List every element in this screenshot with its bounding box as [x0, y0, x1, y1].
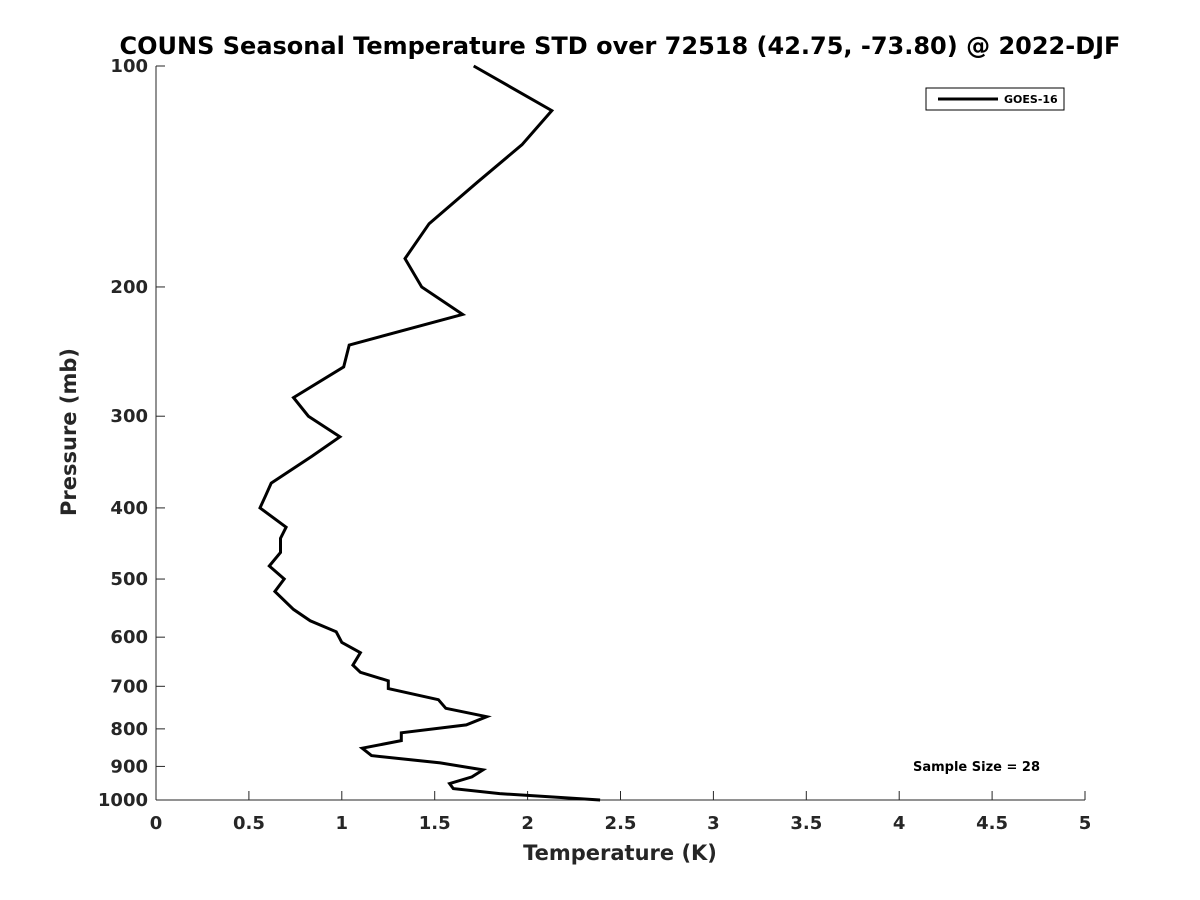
x-tick-label: 5	[1079, 813, 1092, 834]
x-tick-label: 4	[893, 813, 906, 834]
y-tick-label: 200	[110, 277, 148, 298]
legend-entry-label: GOES-16	[1004, 93, 1058, 106]
chart-title: COUNS Seasonal Temperature STD over 7251…	[120, 32, 1121, 60]
series-layer	[258, 64, 601, 802]
y-tick-label: 800	[110, 719, 148, 740]
y-axis-label: Pressure (mb)	[57, 348, 81, 516]
x-axis-label: Temperature (K)	[523, 841, 717, 865]
y-tick-label: 1000	[98, 790, 148, 811]
series-line-goes-16	[258, 64, 601, 802]
x-tick-label: 3	[707, 813, 720, 834]
y-axis-ticks: 100 200 300 400 500 600 700 800 900 1000	[98, 56, 165, 811]
y-tick-label: 900	[110, 756, 148, 777]
x-axis-ticks: 0 0.5 1 1.5 2 2.5 3 3.5 4 4.5 5	[150, 791, 1092, 834]
x-tick-label: 2.5	[605, 813, 637, 834]
x-tick-label: 0.5	[233, 813, 265, 834]
y-tick-label: 100	[110, 56, 148, 77]
y-tick-label: 400	[110, 498, 148, 519]
y-tick-label: 500	[110, 569, 148, 590]
x-tick-label: 3.5	[790, 813, 822, 834]
y-tick-label: 600	[110, 627, 148, 648]
x-tick-label: 0	[150, 813, 163, 834]
x-tick-label: 2	[521, 813, 534, 834]
y-tick-label: 300	[110, 406, 148, 427]
sample-size-annotation: Sample Size = 28	[913, 760, 1040, 775]
x-tick-label: 1	[336, 813, 349, 834]
legend: GOES-16	[925, 87, 1065, 111]
x-tick-label: 4.5	[976, 813, 1008, 834]
x-tick-label: 1.5	[419, 813, 451, 834]
y-tick-label: 700	[110, 676, 148, 697]
